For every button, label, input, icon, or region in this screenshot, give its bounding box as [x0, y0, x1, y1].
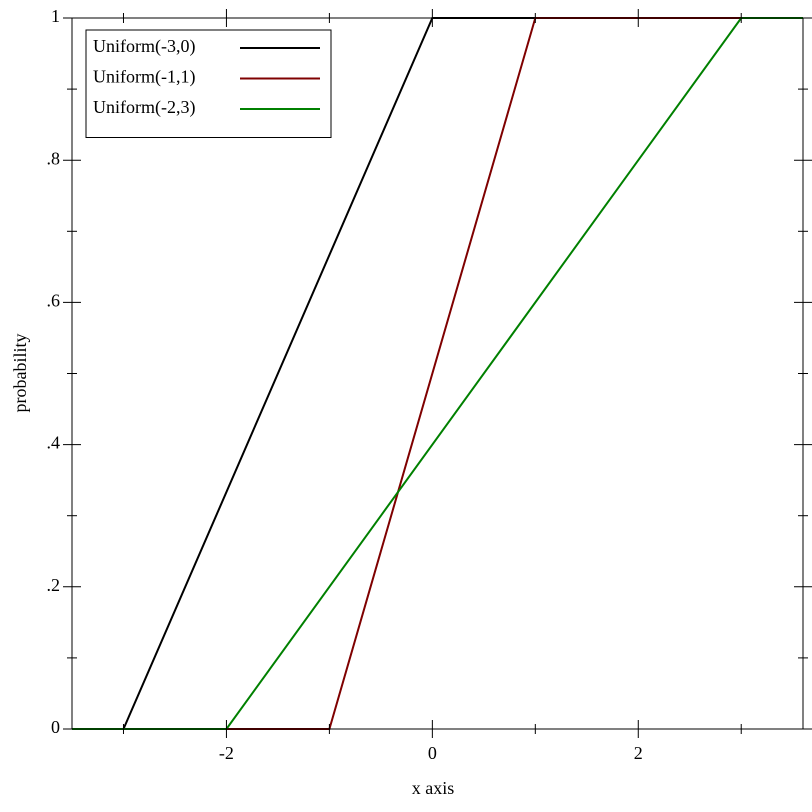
legend-label: Uniform(-2,3) — [93, 97, 195, 118]
y-tick-label: .4 — [47, 433, 61, 453]
legend-label: Uniform(-1,1) — [93, 67, 195, 88]
y-tick-label: 1 — [51, 6, 60, 26]
x-tick-label: -2 — [219, 743, 234, 763]
x-tick-label: 2 — [634, 743, 643, 763]
y-tick-label: .8 — [47, 148, 61, 168]
x-tick-label: 0 — [428, 743, 437, 763]
y-tick-label: .6 — [47, 291, 61, 311]
y-axis-label: probability — [10, 334, 30, 413]
y-tick-label: 0 — [51, 717, 60, 737]
legend-label: Uniform(-3,0) — [93, 36, 195, 57]
x-axis-label: x axis — [412, 778, 455, 798]
y-tick-label: .2 — [47, 575, 61, 595]
